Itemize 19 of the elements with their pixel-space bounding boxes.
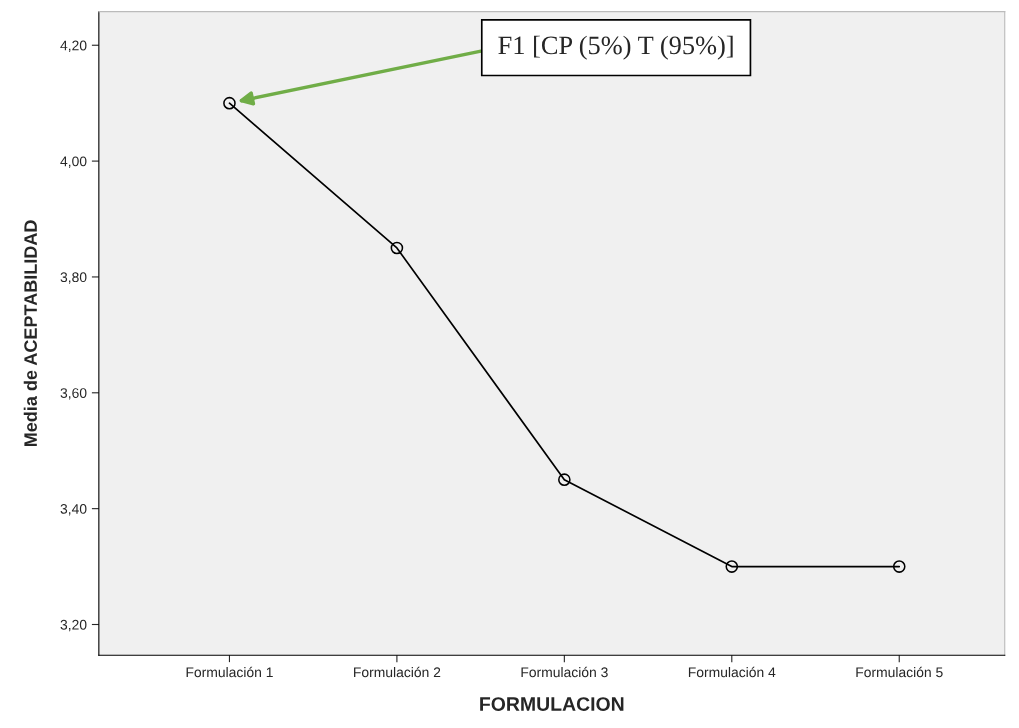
point xyxy=(558,473,571,487)
y-tick-label: 3,40 xyxy=(60,503,87,516)
y-axis-title: Media de ACEPTABILIDAD xyxy=(23,220,37,447)
point xyxy=(725,560,739,573)
x-tick-label: Formulación 2 xyxy=(354,666,441,678)
y-tick-label: 3,60 xyxy=(60,388,87,400)
point xyxy=(390,241,404,255)
x-tick-label: Formulación 5 xyxy=(856,666,943,678)
x-tick-label: Formulación 1 xyxy=(186,666,273,678)
y-tick-label: 3,80 xyxy=(60,272,87,284)
y-tick-label: 4,20 xyxy=(60,40,87,53)
y-tick-label: 3,20 xyxy=(60,619,87,632)
x-tick-label: Formulación 4 xyxy=(688,666,776,678)
point xyxy=(892,560,906,573)
x-tick-label: Formulación 3 xyxy=(521,666,608,678)
annotation: F1 [CP (5%) T (95%)] xyxy=(498,35,733,60)
y-tick-label: 4,00 xyxy=(60,156,87,168)
x-axis-title: FORMULACION xyxy=(480,697,624,711)
point xyxy=(223,96,236,110)
